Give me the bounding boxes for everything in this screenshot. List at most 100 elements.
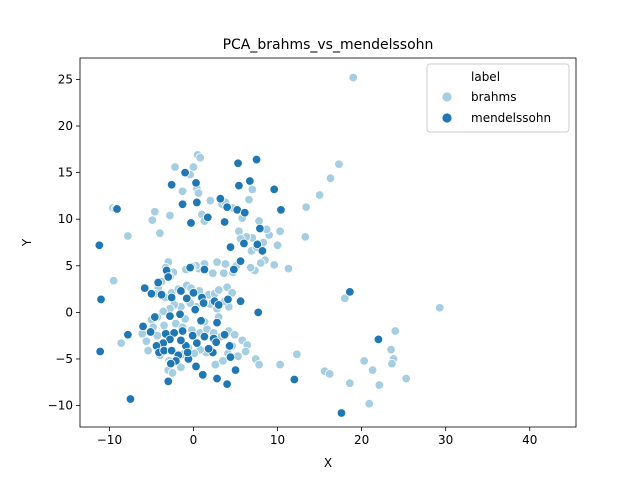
data-point-mendelssohn	[180, 167, 190, 178]
y-tick-label: 15	[58, 166, 73, 180]
data-point-mendelssohn	[191, 178, 201, 188]
data-point-brahms	[108, 276, 119, 286]
data-point-brahms	[269, 260, 279, 270]
data-point-brahms	[364, 399, 374, 409]
data-point-mendelssohn	[225, 352, 236, 362]
data-point-mendelssohn	[177, 199, 188, 209]
data-point-mendelssohn	[150, 312, 160, 322]
data-point-mendelssohn	[96, 294, 106, 305]
data-point-brahms	[256, 258, 266, 268]
data-point-mendelssohn	[153, 277, 163, 288]
x-tick-label: 0	[190, 433, 198, 447]
data-point-brahms	[240, 346, 251, 357]
data-point-brahms	[348, 72, 358, 83]
data-point-mendelssohn	[190, 304, 200, 315]
data-point-mendelssohn	[198, 370, 208, 380]
data-point-brahms	[292, 349, 302, 360]
data-point-mendelssohn	[219, 217, 230, 227]
data-point-brahms	[247, 184, 258, 195]
y-tick-label: 20	[58, 119, 73, 133]
legend-box	[426, 63, 570, 133]
data-point-mendelssohn	[215, 194, 226, 204]
y-tick-label: 0	[65, 305, 73, 319]
data-point-brahms	[374, 380, 384, 390]
data-point-mendelssohn	[166, 292, 177, 303]
data-point-brahms	[367, 365, 378, 375]
data-point-brahms	[150, 207, 160, 217]
data-point-mendelssohn	[252, 239, 263, 250]
data-point-mendelssohn	[192, 338, 202, 348]
data-point-mendelssohn	[229, 264, 239, 275]
data-point-mendelssohn	[95, 346, 105, 357]
data-point-mendelssohn	[276, 205, 286, 215]
data-point-mendelssohn	[235, 256, 246, 266]
data-point-mendelssohn	[245, 176, 255, 186]
data-point-brahms	[390, 326, 400, 336]
data-point-mendelssohn	[188, 288, 199, 298]
data-point-mendelssohn	[234, 180, 244, 191]
data-point-mendelssohn	[203, 344, 214, 354]
y-axis-label: Y	[20, 238, 34, 247]
y-tick-label: −10	[48, 399, 73, 413]
x-tick-label: 30	[438, 433, 453, 447]
data-point-brahms	[165, 210, 175, 221]
legend-marker-mendelssohn	[441, 112, 453, 124]
legend-label-mendelssohn: mendelssohn	[471, 111, 551, 125]
y-tick-label: −5	[55, 352, 73, 366]
data-point-mendelssohn	[251, 154, 262, 165]
data-point-brahms	[334, 159, 344, 169]
data-point-brahms	[324, 369, 335, 379]
data-point-brahms	[147, 215, 157, 225]
data-point-mendelssohn	[203, 212, 213, 223]
data-point-mendelssohn	[94, 240, 105, 250]
plot-area	[94, 72, 445, 418]
data-point-brahms	[188, 162, 199, 172]
data-point-brahms	[116, 338, 126, 348]
data-point-brahms	[177, 186, 188, 196]
data-point-mendelssohn	[146, 289, 157, 299]
data-point-brahms	[220, 259, 231, 269]
data-point-brahms	[387, 358, 397, 369]
data-point-mendelssohn	[140, 283, 150, 293]
data-point-brahms	[195, 153, 205, 163]
y-tick-label: 25	[58, 72, 73, 86]
y-tick-label: 10	[58, 212, 73, 226]
data-point-brahms	[401, 373, 411, 384]
data-point-brahms	[143, 345, 153, 356]
data-point-mendelssohn	[163, 272, 173, 282]
data-point-brahms	[283, 263, 294, 274]
data-point-brahms	[176, 362, 186, 373]
data-point-mendelssohn	[222, 379, 232, 389]
data-point-mendelssohn	[138, 321, 148, 332]
x-tick-label: 10	[270, 433, 285, 447]
series-brahms	[108, 72, 445, 409]
data-point-mendelssohn	[166, 345, 177, 356]
data-point-mendelssohn	[289, 374, 300, 385]
data-point-mendelssohn	[156, 289, 167, 300]
data-point-mendelssohn	[182, 347, 193, 358]
data-point-mendelssohn	[199, 331, 210, 342]
data-point-brahms	[275, 359, 285, 370]
data-point-brahms	[314, 190, 325, 200]
data-point-brahms	[205, 195, 216, 206]
data-point-mendelssohn	[175, 309, 185, 319]
data-point-brahms	[123, 231, 133, 241]
data-point-mendelssohn	[199, 264, 210, 275]
data-point-mendelssohn	[186, 218, 196, 228]
y-tick-label: 5	[65, 259, 73, 273]
data-point-brahms	[300, 232, 311, 242]
x-tick-label: −10	[97, 433, 122, 447]
data-point-brahms	[301, 202, 311, 212]
data-point-mendelssohn	[145, 327, 156, 337]
data-point-mendelssohn	[125, 394, 136, 404]
legend-title: label	[471, 70, 500, 84]
data-point-brahms	[193, 188, 204, 198]
legend-label-brahms: brahms	[471, 90, 516, 104]
data-point-mendelssohn	[182, 293, 192, 304]
legend-marker-brahms	[441, 91, 453, 103]
data-point-mendelssohn	[269, 184, 279, 195]
data-point-mendelssohn	[253, 307, 263, 318]
data-point-brahms	[214, 285, 224, 295]
data-point-mendelssohn	[192, 197, 202, 208]
